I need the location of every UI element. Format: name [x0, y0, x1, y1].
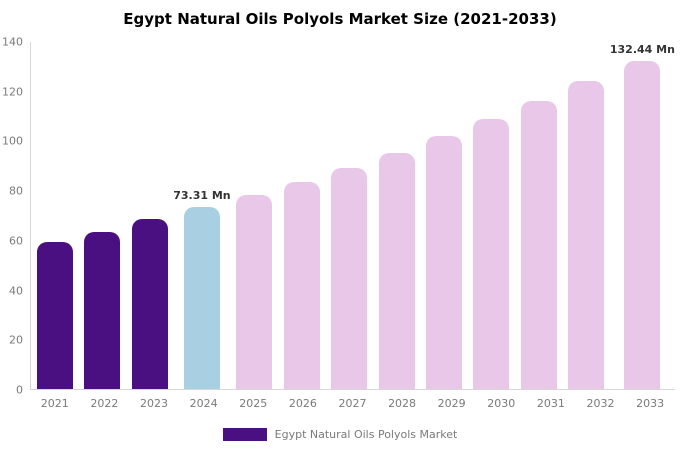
- bar-2030: [473, 119, 510, 389]
- x-tick-label: 2033: [636, 397, 665, 410]
- x-tick-label: 2025: [239, 397, 268, 410]
- x-tick-label: 2023: [140, 397, 169, 410]
- x-tick-label: 2024: [189, 397, 218, 410]
- bar-2029: [425, 136, 462, 389]
- bars-container: 73.31 Mn 132.44 Mn: [31, 42, 675, 389]
- bar-slot: [562, 42, 609, 389]
- bar-2027: [331, 167, 368, 389]
- legend-label: Egypt Natural Oils Polyols Market: [274, 427, 458, 441]
- y-tick-label: 40: [9, 284, 23, 298]
- x-tick-label: 2022: [90, 397, 119, 410]
- x-tick-label: 2021: [40, 397, 69, 410]
- bar-2024: [183, 207, 220, 389]
- bar-slot: [31, 42, 78, 389]
- legend: Egypt Natural Oils Polyols Market: [0, 426, 680, 442]
- y-tick-label: 100: [2, 134, 23, 148]
- bar-2033: [624, 60, 661, 389]
- bar-slot: [515, 42, 562, 389]
- bar-2023: [131, 219, 168, 389]
- bar-slot: 73.31 Mn: [173, 42, 231, 389]
- bar-value-label: 73.31 Mn: [173, 189, 231, 203]
- bar-value-label: 132.44 Mn: [609, 42, 675, 56]
- plot-area: 73.31 Mn 132.44 Mn: [30, 42, 675, 390]
- bar-slot: [78, 42, 125, 389]
- bar-2025: [236, 194, 273, 389]
- x-axis: 2021 2022 2023 2024 2025 2026 2027 2028 2029 2030…: [30, 397, 675, 413]
- x-tick-label: 2030: [487, 397, 516, 410]
- x-tick-label: 2032: [586, 397, 615, 410]
- y-tick-label: 120: [2, 85, 23, 99]
- x-tick-label: 2027: [338, 397, 367, 410]
- bar-2026: [283, 181, 320, 389]
- bar-slot: [468, 42, 515, 389]
- y-axis: 0 20 40 60 80 100 120 140: [0, 36, 28, 397]
- x-tick-label: 2026: [288, 397, 317, 410]
- bar-2031: [520, 101, 557, 389]
- bar-2022: [84, 231, 121, 389]
- x-tick-label: 2028: [388, 397, 417, 410]
- bar-slot: [373, 42, 420, 389]
- bar-2032: [568, 81, 605, 389]
- legend-swatch: [222, 427, 267, 441]
- y-tick-label: 0: [16, 383, 23, 397]
- x-tick-label: 2029: [437, 397, 466, 410]
- bar-2021: [36, 241, 73, 389]
- y-tick-label: 20: [9, 333, 23, 347]
- chart-title: Egypt Natural Oils Polyols Market Size (…: [123, 10, 557, 28]
- bar-2028: [378, 152, 415, 389]
- y-tick-label: 60: [9, 234, 23, 248]
- bar-slot: [325, 42, 372, 389]
- bar-slot: [231, 42, 278, 389]
- x-tick-label: 2031: [536, 397, 565, 410]
- y-tick-label: 140: [2, 35, 23, 49]
- bar-slot: 132.44 Mn: [610, 42, 675, 389]
- bar-slot: [126, 42, 173, 389]
- y-tick-label: 80: [9, 184, 23, 198]
- bar-slot: [420, 42, 467, 389]
- bar-slot: [278, 42, 325, 389]
